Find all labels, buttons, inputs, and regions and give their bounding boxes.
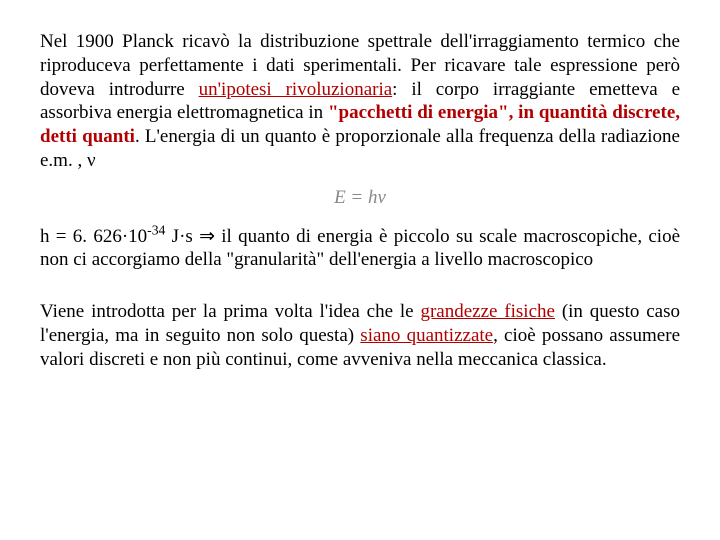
spacer <box>40 282 680 300</box>
text-highlight-grandezze: grandezze fisiche <box>420 301 555 322</box>
text-highlight-quantizzate: siano quantizzate <box>360 325 493 346</box>
paragraph-planck: Nel 1900 Planck ricavò la distribuzione … <box>40 30 680 173</box>
text-segment: h = 6. 626·10 <box>40 226 147 247</box>
formula-planck: E = hν <box>40 187 680 209</box>
text-highlight-hypothesis: un'ipotesi rivoluzionaria <box>199 79 393 100</box>
text-segment: . L'energia di un quanto è proporzionale… <box>40 126 680 171</box>
paragraph-constant: h = 6. 626·10-34 J·s ⇒ il quanto di ener… <box>40 225 680 273</box>
text-exponent: -34 <box>147 222 165 237</box>
slide-page: Nel 1900 Planck ricavò la distribuzione … <box>0 0 720 401</box>
paragraph-quantization: Viene introdotta per la prima volta l'id… <box>40 300 680 371</box>
text-segment: Viene introdotta per la prima volta l'id… <box>40 301 420 322</box>
